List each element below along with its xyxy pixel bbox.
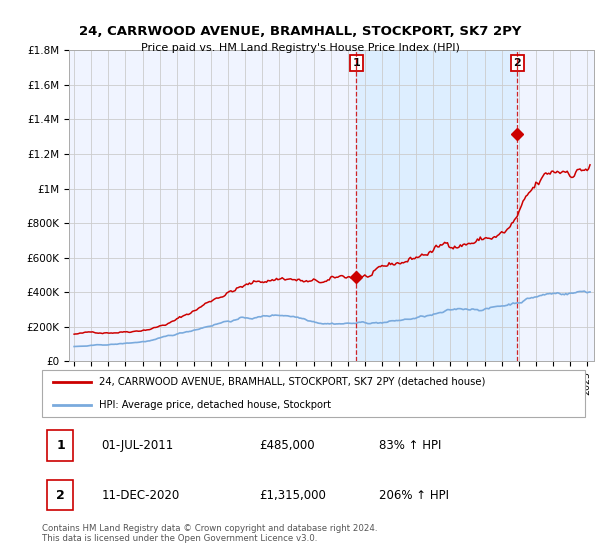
- Text: 24, CARRWOOD AVENUE, BRAMHALL, STOCKPORT, SK7 2PY (detached house): 24, CARRWOOD AVENUE, BRAMHALL, STOCKPORT…: [99, 377, 485, 387]
- FancyBboxPatch shape: [47, 431, 73, 461]
- Text: 01-JUL-2011: 01-JUL-2011: [102, 439, 174, 452]
- Text: Price paid vs. HM Land Registry's House Price Index (HPI): Price paid vs. HM Land Registry's House …: [140, 43, 460, 53]
- Text: Contains HM Land Registry data © Crown copyright and database right 2024.
This d: Contains HM Land Registry data © Crown c…: [42, 524, 377, 543]
- Bar: [356, 50, 517, 361]
- Text: 2: 2: [514, 58, 521, 68]
- Text: £1,315,000: £1,315,000: [259, 489, 326, 502]
- Text: 11-DEC-2020: 11-DEC-2020: [102, 489, 180, 502]
- Text: 24, CARRWOOD AVENUE, BRAMHALL, STOCKPORT, SK7 2PY: 24, CARRWOOD AVENUE, BRAMHALL, STOCKPORT…: [79, 25, 521, 38]
- Text: £485,000: £485,000: [259, 439, 315, 452]
- Text: 2: 2: [56, 489, 65, 502]
- Text: 206% ↑ HPI: 206% ↑ HPI: [379, 489, 449, 502]
- Text: 1: 1: [352, 58, 360, 68]
- Text: HPI: Average price, detached house, Stockport: HPI: Average price, detached house, Stoc…: [99, 400, 331, 410]
- Text: 83% ↑ HPI: 83% ↑ HPI: [379, 439, 441, 452]
- FancyBboxPatch shape: [47, 480, 73, 510]
- Text: 1: 1: [56, 439, 65, 452]
- FancyBboxPatch shape: [42, 370, 585, 417]
